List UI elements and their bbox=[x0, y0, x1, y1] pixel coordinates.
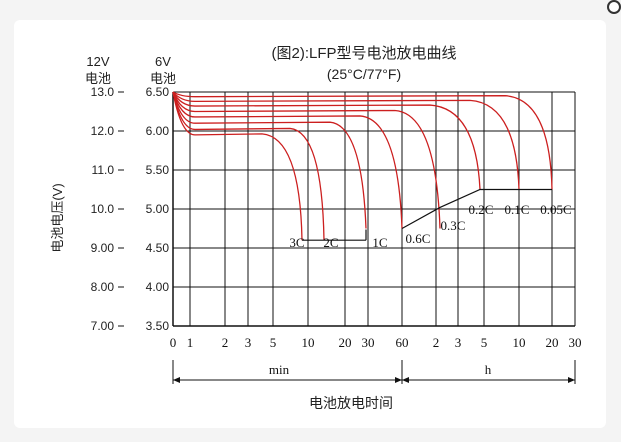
y-axis-6v-header-2: 电池 bbox=[150, 71, 176, 86]
y-axis-12v-header-2: 电池 bbox=[85, 71, 111, 86]
arrow-right-icon bbox=[568, 377, 575, 383]
curve-0.3C bbox=[172, 91, 441, 229]
x-range-label-h: h bbox=[485, 362, 492, 377]
corner-ring-icon bbox=[607, 0, 621, 14]
y-tick-6v: 5.00 bbox=[146, 202, 170, 216]
x-tick-label: 2 bbox=[222, 335, 229, 350]
y-tick-12v: 12.0 bbox=[91, 124, 115, 138]
y-tick-6v: 3.50 bbox=[146, 319, 170, 333]
x-range-label-min: min bbox=[269, 362, 290, 377]
x-tick-label: 20 bbox=[546, 335, 559, 350]
y-axis-label: 电池电压(V) bbox=[50, 183, 65, 252]
x-tick-label: 20 bbox=[339, 335, 352, 350]
x-axis-label: 电池放电时间 bbox=[309, 395, 393, 411]
y-axis-12v-header-1: 12V bbox=[86, 54, 109, 69]
x-tick-label: 5 bbox=[481, 335, 488, 350]
curve-1C bbox=[172, 91, 367, 229]
x-tick-label: 3 bbox=[455, 335, 462, 350]
discharge-curves bbox=[172, 91, 553, 241]
curve-0.2C bbox=[172, 91, 481, 190]
x-tick-label: 10 bbox=[302, 335, 315, 350]
x-tick-label: 1 bbox=[187, 335, 194, 350]
x-tick-label: 60 bbox=[396, 335, 409, 350]
x-tick-label: 5 bbox=[270, 335, 277, 350]
y-tick-12v: 13.0 bbox=[91, 85, 115, 99]
curve-2C bbox=[172, 91, 325, 241]
chart-subtitle: (25°C/77°F) bbox=[327, 66, 401, 82]
x-tick-label: 3 bbox=[245, 335, 252, 350]
y-tick-12v: 7.00 bbox=[91, 319, 115, 333]
curve-0.05C bbox=[172, 91, 553, 190]
curve-label-2C: 2C bbox=[323, 235, 338, 250]
x-tick-label: 2 bbox=[433, 335, 440, 350]
curve-0.6C bbox=[172, 91, 403, 229]
x-tick-label: 30 bbox=[362, 335, 375, 350]
curve-label-0.2C: 0.2C bbox=[469, 202, 494, 217]
y-tick-6v: 6.50 bbox=[146, 85, 170, 99]
chart-panel bbox=[14, 20, 606, 428]
y-tick-12v: 11.0 bbox=[92, 163, 115, 177]
arrow-right-icon bbox=[395, 377, 402, 383]
y-tick-12v: 9.00 bbox=[91, 241, 115, 255]
y-tick-6v: 4.00 bbox=[146, 280, 170, 294]
arrow-left-icon bbox=[173, 377, 180, 383]
y-tick-12v: 10.0 bbox=[91, 202, 115, 216]
curve-label-0.3C: 0.3C bbox=[441, 218, 466, 233]
curve-label-1C: 1C bbox=[372, 235, 387, 250]
curve-label-0.1C: 0.1C bbox=[505, 202, 530, 217]
curve-label-0.6C: 0.6C bbox=[406, 231, 431, 246]
x-range-arrows bbox=[172, 360, 576, 384]
y-tick-6v: 6.00 bbox=[146, 124, 170, 138]
chart-title: (图2):LFP型号电池放电曲线 bbox=[271, 45, 456, 62]
curve-3C bbox=[172, 91, 303, 241]
y-tick-12v: 8.00 bbox=[91, 280, 115, 294]
x-tick-label: 10 bbox=[513, 335, 526, 350]
y-tick-6v: 5.50 bbox=[146, 163, 170, 177]
y-tick-labels: 13.0 12.0 11.0 10.0 9.00 8.00 7.00 6.50 6.00 5.50… bbox=[91, 85, 170, 333]
grid-lines bbox=[172, 91, 576, 327]
y-tick-6v: 4.50 bbox=[146, 241, 170, 255]
cutoff-line-low-rate bbox=[401, 188, 552, 230]
y-axis-6v-header-1: 6V bbox=[155, 54, 171, 69]
x-tick-label: 0 bbox=[170, 335, 177, 350]
curve-label-3C: 3C bbox=[289, 235, 304, 250]
x-tick-label: 30 bbox=[569, 335, 582, 350]
arrow-left-icon bbox=[402, 377, 409, 383]
curve-labels: 3C 2C 1C 0.6C 0.3C0.2C 0.1C 0.05C bbox=[289, 202, 571, 250]
curve-label-0.05C: 0.05C bbox=[540, 202, 571, 217]
curve-0.1C bbox=[172, 91, 520, 190]
x-tick-labels: 0 1 2 3 5 10 20 30 60 2 3 5 10 20 30 bbox=[170, 335, 582, 350]
